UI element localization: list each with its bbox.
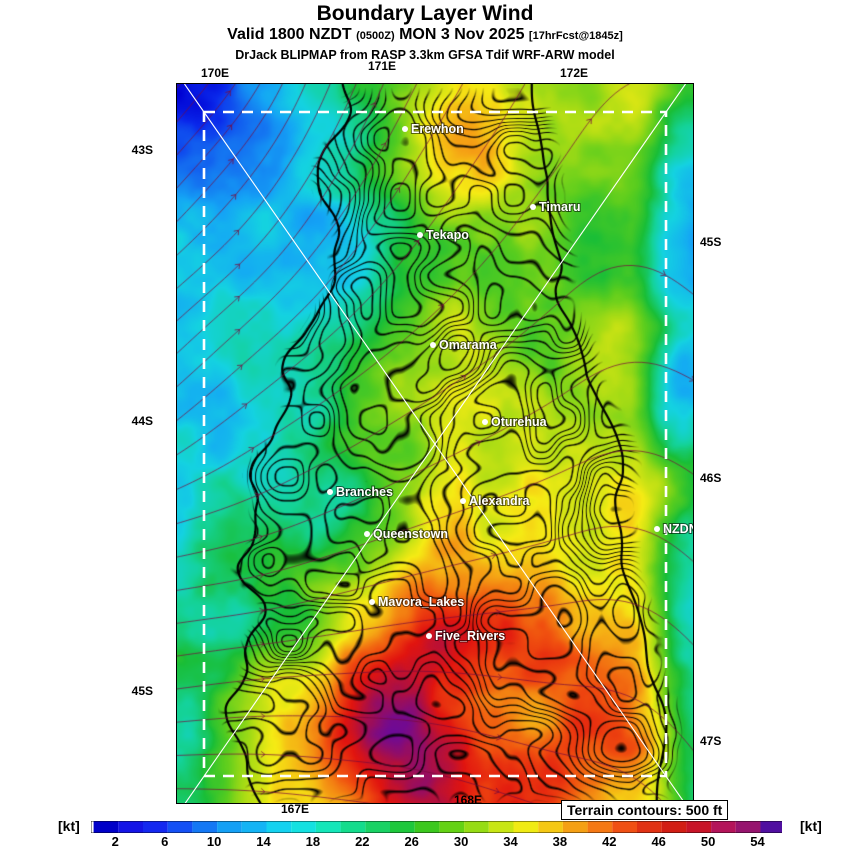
svg-text:Queenstown: Queenstown bbox=[373, 527, 448, 541]
svg-text:Omarama: Omarama bbox=[439, 338, 498, 352]
svg-text:Oturehua: Oturehua bbox=[491, 415, 548, 429]
svg-text:Tekapo: Tekapo bbox=[426, 228, 469, 242]
svg-text:Timaru: Timaru bbox=[539, 200, 580, 214]
svg-text:Erewhon: Erewhon bbox=[411, 122, 464, 136]
svg-text:Five_Rivers: Five_Rivers bbox=[435, 629, 505, 643]
svg-text:Branches: Branches bbox=[336, 485, 393, 499]
svg-text:Mavora_Lakes: Mavora_Lakes bbox=[378, 595, 464, 609]
svg-text:NZDN: NZDN bbox=[663, 522, 694, 536]
svg-text:Alexandra: Alexandra bbox=[469, 494, 530, 508]
